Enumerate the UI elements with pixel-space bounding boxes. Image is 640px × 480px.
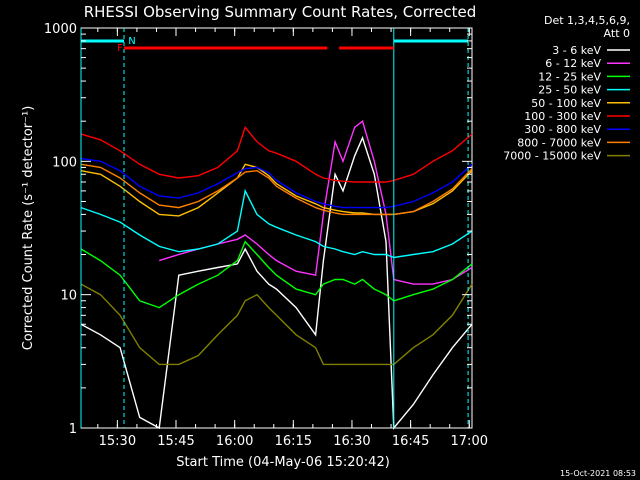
series-line-9 xyxy=(80,283,473,366)
x-axis-label: Start Time (04-May-06 15:20:42) xyxy=(176,455,390,470)
legend-label: 100 - 300 keV xyxy=(524,110,601,123)
legend-label: 7000 - 15000 keV xyxy=(503,150,601,163)
y-tick-label: 1000 xyxy=(44,22,77,37)
y-tick-label: 1 xyxy=(69,422,77,437)
flag-label: N xyxy=(128,36,135,47)
legend-label: 50 - 100 keV xyxy=(531,97,601,110)
flag-label: F xyxy=(117,43,123,54)
x-tick-label: 17:00 xyxy=(451,434,488,449)
series-line-1 xyxy=(80,135,473,430)
legend-label: 6 - 12 keV xyxy=(545,57,601,70)
y-axis-label: Corrected Count Rate (s⁻¹ detector⁻¹) xyxy=(21,106,36,351)
legend-label: 25 - 50 keV xyxy=(538,84,601,97)
chart-title: RHESSI Observing Summary Count Rates, Co… xyxy=(84,3,477,21)
series-line-6 xyxy=(80,125,473,183)
annotation-layer: FN xyxy=(80,28,469,428)
y-tick-label: 10 xyxy=(60,289,77,304)
x-tick-label: 16:00 xyxy=(216,434,253,449)
series-line-8 xyxy=(80,163,473,216)
legend-header-line1: Det 1,3,4,5,6,9, xyxy=(544,14,630,27)
series-line-4 xyxy=(80,188,473,259)
legend-label: 12 - 25 keV xyxy=(538,70,601,83)
lines-layer xyxy=(80,120,473,430)
legend-label: 3 - 6 keV xyxy=(552,44,601,57)
y-tick-label: 100 xyxy=(52,155,77,170)
legend-label: 800 - 7000 keV xyxy=(517,136,601,149)
x-tick-label: 15:45 xyxy=(157,434,194,449)
series-line-3 xyxy=(80,240,473,309)
legend-label: 300 - 800 keV xyxy=(524,123,601,136)
x-tick-label: 16:30 xyxy=(333,434,370,449)
timestamp: 15-Oct-2021 08:53 xyxy=(560,469,636,478)
x-tick-label: 15:30 xyxy=(99,434,136,449)
series-line-2 xyxy=(158,120,473,285)
axes-layer: 15:30 15:45 16:00 16:15 16:30 16:45 17:00 1 10 10… xyxy=(44,22,488,449)
series-line-7 xyxy=(80,157,473,209)
x-tick-label: 16:45 xyxy=(392,434,429,449)
legend-header-line2: Att 0 xyxy=(604,27,630,40)
x-tick-label: 16:15 xyxy=(275,434,312,449)
